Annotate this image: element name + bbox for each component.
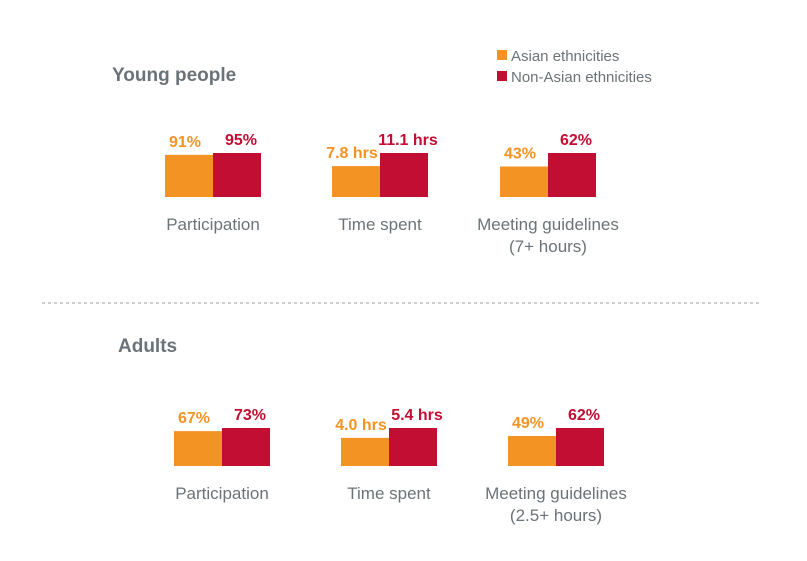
data-label-asian: 91% <box>169 134 201 151</box>
bar-non-asian <box>389 428 437 466</box>
section-title-young-people: Young people <box>112 65 236 86</box>
category-label: (2.5+ hours) <box>510 506 602 525</box>
category-label: Meeting guidelines <box>477 215 619 234</box>
legend-label-asian: Asian ethnicities <box>511 48 619 65</box>
data-label-non-asian: 73% <box>234 407 266 424</box>
legend-label-non-asian: Non-Asian ethnicities <box>511 69 652 86</box>
bar-asian <box>341 437 389 466</box>
legend-swatch-non-asian <box>497 71 507 81</box>
bar-non-asian <box>548 153 596 197</box>
data-label-asian: 49% <box>512 415 544 432</box>
data-label-non-asian: 5.4 hrs <box>391 407 443 424</box>
bar-asian <box>165 154 213 197</box>
bar-non-asian <box>380 153 428 197</box>
category-label: Participation <box>175 484 269 503</box>
category-label: Time spent <box>338 215 422 234</box>
bar-asian <box>174 431 222 466</box>
bar-asian <box>332 166 380 197</box>
category-label: (7+ hours) <box>509 237 587 256</box>
category-label: Meeting guidelines <box>485 484 627 503</box>
bar-non-asian <box>213 153 261 197</box>
category-label: Participation <box>166 215 260 234</box>
data-label-asian: 7.8 hrs <box>326 145 378 162</box>
legend-swatch-asian <box>497 50 507 60</box>
category-label: Time spent <box>347 484 431 503</box>
legend: Asian ethnicities Non-Asian ethnicities <box>497 48 652 86</box>
data-label-asian: 67% <box>178 410 210 427</box>
bar-asian <box>508 435 556 466</box>
bar-non-asian <box>222 428 270 466</box>
section-title-adults: Adults <box>118 336 177 357</box>
bar-asian <box>500 166 548 197</box>
data-label-asian: 43% <box>504 145 536 162</box>
data-label-non-asian: 62% <box>560 132 592 149</box>
data-label-non-asian: 11.1 hrs <box>378 132 438 149</box>
data-label-non-asian: 62% <box>568 407 600 424</box>
data-label-asian: 4.0 hrs <box>335 417 387 434</box>
bar-non-asian <box>556 428 604 466</box>
data-label-non-asian: 95% <box>225 132 257 149</box>
